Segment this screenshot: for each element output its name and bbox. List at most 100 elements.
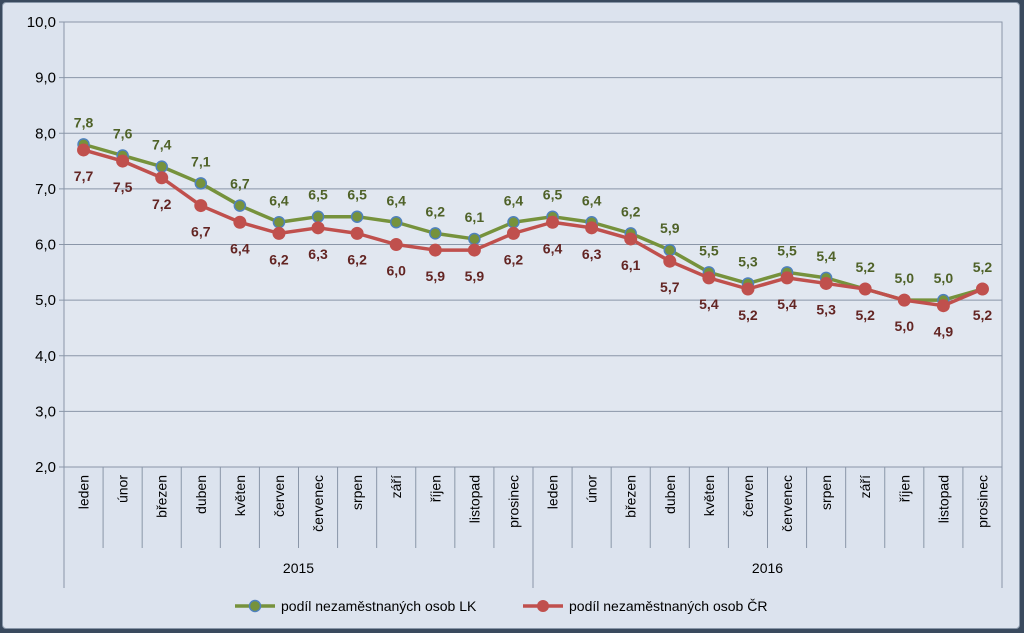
- category-label: duben: [662, 475, 678, 514]
- category-label: listopad: [935, 475, 951, 523]
- data-point: [77, 143, 91, 157]
- data-point: [975, 282, 989, 296]
- data-point: [663, 243, 677, 257]
- data-label: 6,5: [347, 187, 367, 203]
- data-label: 6,2: [347, 251, 367, 267]
- category-label: květen: [701, 475, 717, 516]
- category-label: prosinec: [505, 475, 521, 528]
- data-point: [780, 271, 794, 285]
- data-point: [194, 199, 208, 213]
- category-label: červenec: [310, 475, 326, 532]
- data-label: 5,9: [465, 268, 485, 284]
- data-point: [467, 243, 481, 257]
- data-label: 6,2: [621, 203, 641, 219]
- data-label: 6,4: [543, 240, 563, 256]
- data-point: [624, 232, 638, 246]
- category-label: srpen: [349, 475, 365, 510]
- data-label: 7,1: [191, 153, 211, 169]
- data-point: [429, 227, 442, 240]
- data-label: 5,0: [895, 270, 915, 286]
- data-point: [155, 171, 169, 185]
- y-tick-label: 2,0: [35, 459, 56, 476]
- category-label: březen: [623, 475, 639, 518]
- data-label: 6,2: [504, 251, 524, 267]
- data-label: 6,5: [308, 187, 328, 203]
- category-label: září: [388, 475, 404, 498]
- data-label: 6,4: [582, 192, 602, 208]
- data-label: 7,6: [113, 126, 133, 142]
- data-label: 7,5: [113, 179, 133, 195]
- data-label: 6,7: [191, 224, 211, 240]
- series-line: [83, 148, 984, 308]
- data-label: 5,5: [777, 242, 797, 258]
- data-point: [272, 226, 286, 240]
- category-label: únor: [115, 475, 131, 503]
- series-line: [83, 142, 983, 302]
- data-point: [936, 299, 950, 313]
- year-label: 2016: [752, 560, 783, 576]
- data-label: 7,8: [74, 114, 94, 130]
- category-label: únor: [584, 475, 600, 503]
- year-label: 2015: [283, 560, 314, 576]
- data-point: [350, 210, 364, 223]
- category-label: červen: [740, 475, 756, 517]
- data-label: 5,3: [816, 301, 836, 317]
- category-label: listopad: [466, 475, 482, 523]
- data-label: 6,4: [230, 240, 250, 256]
- data-label: 5,2: [973, 307, 993, 323]
- category-label: březen: [154, 475, 170, 518]
- data-label: 7,7: [74, 168, 94, 184]
- category-label: září: [857, 475, 873, 498]
- data-point: [311, 221, 325, 235]
- data-label: 6,4: [269, 192, 289, 208]
- y-tick-label: 10,0: [27, 14, 56, 31]
- data-label: 6,4: [504, 192, 524, 208]
- data-point: [506, 226, 520, 240]
- data-label: 6,2: [426, 203, 446, 219]
- y-tick-label: 8,0: [35, 125, 56, 142]
- y-tick-label: 4,0: [35, 348, 56, 365]
- y-tick-label: 7,0: [35, 181, 56, 198]
- data-label: 6,3: [582, 246, 602, 262]
- data-label: 5,4: [777, 296, 797, 312]
- category-label: říjen: [427, 475, 443, 502]
- data-label: 6,2: [269, 251, 289, 267]
- data-point: [272, 216, 286, 229]
- data-label: 5,2: [738, 307, 758, 323]
- data-point: [389, 238, 403, 251]
- data-point: [585, 221, 599, 235]
- data-point: [741, 282, 755, 296]
- data-label: 5,0: [895, 318, 915, 334]
- category-label: duben: [193, 475, 209, 514]
- data-point: [819, 276, 833, 290]
- category-label: říjen: [896, 475, 912, 502]
- data-point: [507, 216, 520, 229]
- data-label: 5,2: [855, 307, 875, 323]
- y-tick-label: 5,0: [35, 292, 56, 309]
- data-point: [897, 293, 911, 307]
- data-label: 7,2: [152, 196, 172, 212]
- data-point: [350, 226, 364, 240]
- data-label: 5,9: [426, 268, 446, 284]
- data-label: 5,3: [738, 253, 758, 269]
- legend-marker: [248, 599, 262, 613]
- data-point: [233, 215, 247, 229]
- data-label: 6,5: [543, 187, 563, 203]
- data-point: [702, 271, 716, 285]
- data-label: 5,2: [973, 259, 993, 275]
- data-point: [428, 243, 442, 257]
- data-label: 6,1: [465, 209, 485, 225]
- data-label: 5,0: [934, 270, 954, 286]
- data-point: [468, 232, 481, 246]
- data-label: 4,9: [934, 324, 954, 340]
- data-label: 6,7: [230, 176, 250, 192]
- data-label: 5,5: [699, 242, 719, 258]
- category-label: červenec: [779, 475, 795, 532]
- data-point: [116, 154, 130, 168]
- data-label: 7,4: [152, 137, 172, 153]
- category-label: leden: [76, 475, 92, 509]
- category-label: květen: [232, 475, 248, 516]
- data-label: 6,3: [308, 246, 328, 262]
- data-label: 5,2: [855, 259, 875, 275]
